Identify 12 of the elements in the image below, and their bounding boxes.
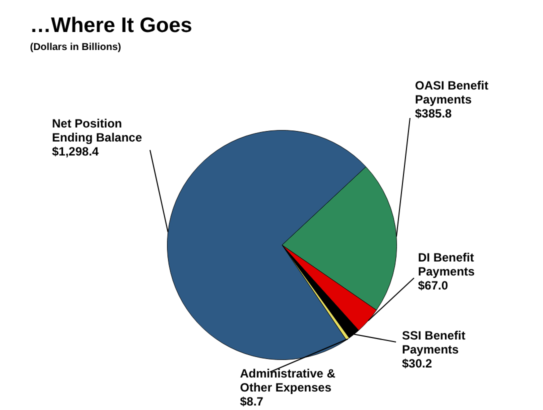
slice-label: SSI Benefit Payments (402, 328, 466, 356)
slice-label: DI Benefit Payments (418, 250, 476, 278)
data-label: $1,298.4 (52, 144, 100, 158)
data-label: $385.8 (415, 106, 452, 120)
chart-title: …Where It Goes (30, 14, 192, 38)
slice-label: OASI Benefit Payments (415, 78, 488, 106)
data-label: $8.7 (240, 394, 264, 408)
slice-label: Administrative & Other Expenses (240, 366, 336, 394)
data-label: $67.0 (418, 278, 448, 292)
chart-subtitle: (Dollars in Billions) (30, 42, 122, 53)
data-label: $30.2 (402, 356, 432, 370)
slice-label: Net Position Ending Balance (52, 116, 142, 144)
